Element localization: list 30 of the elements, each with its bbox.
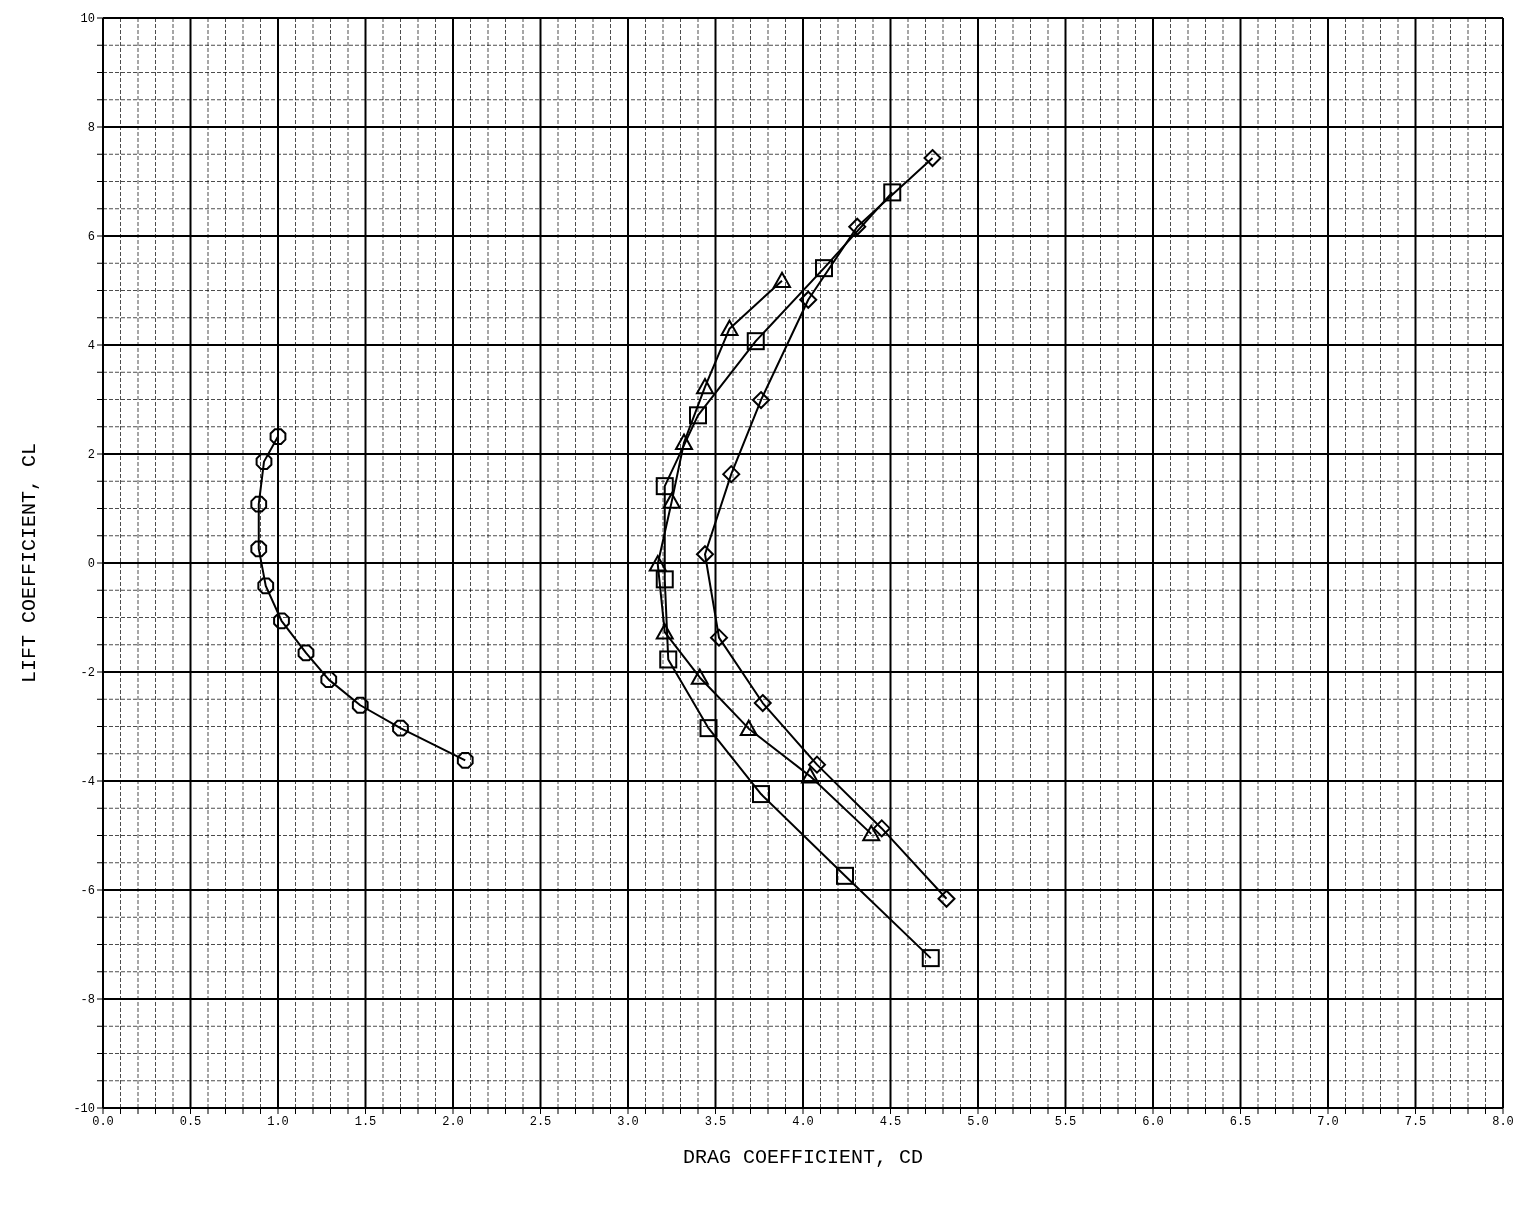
x-tick-label: 3.0 <box>617 1114 639 1129</box>
x-tick-label: 0.0 <box>92 1114 114 1129</box>
x-tick-label: 3.5 <box>704 1114 727 1129</box>
y-tick-label: 10 <box>80 12 95 27</box>
y-tick-label: 8 <box>87 121 95 136</box>
y-tick-label: 2 <box>87 448 95 463</box>
x-tick-label: 0.5 <box>179 1114 202 1129</box>
y-tick-label: -8 <box>80 993 95 1008</box>
y-tick-label: 6 <box>87 230 95 245</box>
x-tick-label: 1.5 <box>354 1114 377 1129</box>
x-tick-label: 1.0 <box>267 1114 289 1129</box>
x-tick-label: 2.0 <box>442 1114 464 1129</box>
y-tick-label: -2 <box>80 666 95 681</box>
x-tick-label: 8.0 <box>1492 1114 1514 1129</box>
x-tick-label: 4.0 <box>792 1114 814 1129</box>
x-tick-label: 7.0 <box>1317 1114 1339 1129</box>
x-tick-label: 2.5 <box>529 1114 552 1129</box>
y-tick-label: 0 <box>87 557 95 572</box>
x-tick-label: 4.5 <box>879 1114 902 1129</box>
x-tick-label: 5.0 <box>967 1114 989 1129</box>
y-axis-title: LIFT COEFFICIENT, CL <box>18 442 42 684</box>
x-axis-title: DRAG COEFFICIENT, CD <box>682 1146 924 1169</box>
x-tick-label: 7.5 <box>1404 1114 1427 1129</box>
y-tick-label: -10 <box>73 1102 95 1117</box>
x-tick-label: 5.5 <box>1054 1114 1077 1129</box>
x-tick-label: 6.5 <box>1229 1114 1252 1129</box>
y-tick-label: 4 <box>87 339 95 354</box>
y-tick-label: -6 <box>80 884 95 899</box>
y-tick-label: -4 <box>80 775 95 790</box>
x-tick-label: 6.0 <box>1142 1114 1164 1129</box>
